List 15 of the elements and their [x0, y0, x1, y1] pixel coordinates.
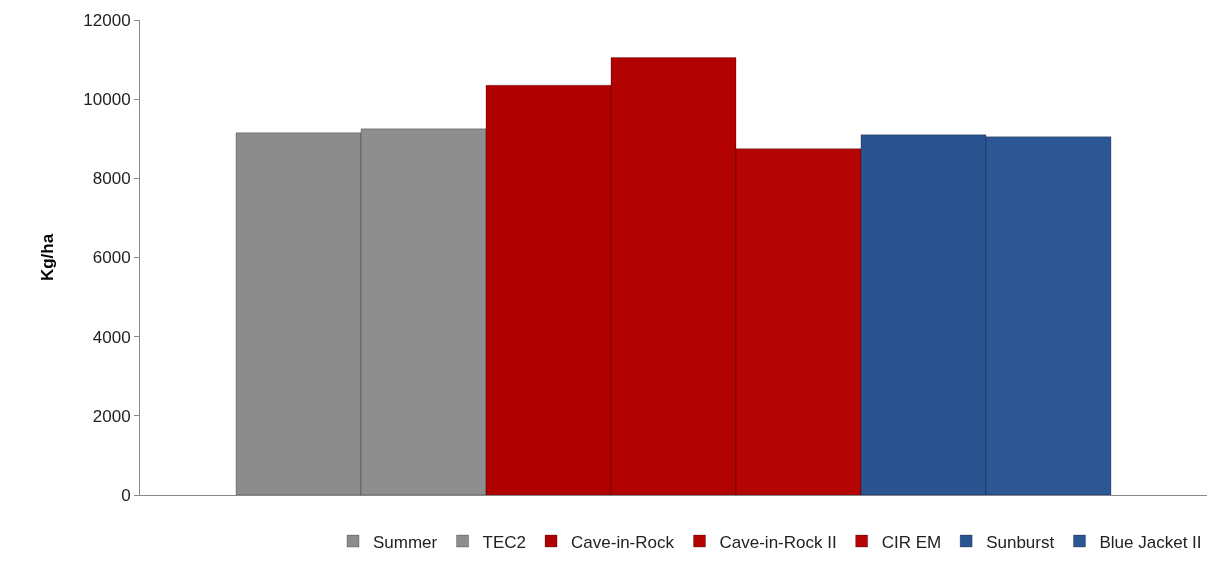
- y-tick-label: 10000: [83, 90, 131, 110]
- y-tick-label: 6000: [92, 248, 131, 268]
- y-tick-label: 12000: [83, 10, 131, 30]
- legend-label: TEC2: [482, 532, 527, 552]
- legend-label: Summer: [373, 532, 438, 552]
- legend-label: Cave-in-Rock II: [719, 532, 837, 552]
- y-tick-label: 4000: [92, 327, 131, 347]
- legend-label: Cave-in-Rock: [571, 532, 675, 552]
- y-tick-label: 8000: [92, 169, 131, 189]
- legend-label: Blue Jacket II: [1099, 532, 1202, 552]
- y-tick-label: 2000: [92, 406, 131, 426]
- legend-label: Sunburst: [986, 532, 1055, 552]
- y-axis-title: Kg/ha: [37, 233, 57, 282]
- y-tick-label: 0: [121, 485, 131, 505]
- legend-label: CIR EM: [881, 532, 942, 552]
